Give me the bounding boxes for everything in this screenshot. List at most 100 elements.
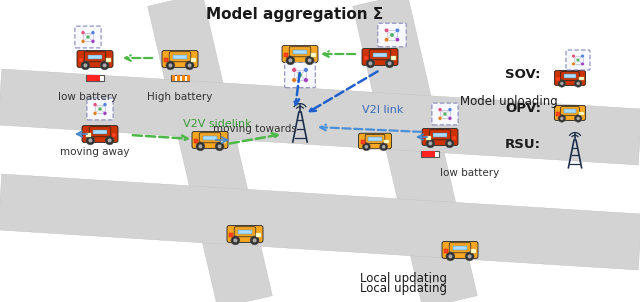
- Circle shape: [577, 117, 580, 120]
- Text: Local updating: Local updating: [360, 282, 447, 295]
- Bar: [368, 137, 381, 141]
- Circle shape: [438, 108, 442, 112]
- Circle shape: [196, 142, 205, 151]
- Circle shape: [560, 82, 564, 85]
- Bar: [452, 137, 456, 140]
- Bar: [237, 230, 252, 234]
- Circle shape: [289, 58, 292, 63]
- Bar: [256, 233, 261, 236]
- FancyBboxPatch shape: [554, 106, 586, 120]
- Circle shape: [81, 61, 90, 70]
- Bar: [191, 58, 196, 62]
- FancyBboxPatch shape: [82, 126, 118, 143]
- FancyBboxPatch shape: [169, 52, 191, 62]
- Circle shape: [574, 80, 582, 87]
- Circle shape: [88, 138, 92, 143]
- Text: Local updating: Local updating: [360, 272, 447, 285]
- Bar: [391, 56, 396, 59]
- Circle shape: [558, 80, 566, 87]
- Circle shape: [253, 238, 257, 243]
- Circle shape: [580, 54, 584, 58]
- Circle shape: [390, 33, 394, 37]
- FancyBboxPatch shape: [282, 46, 318, 63]
- Circle shape: [448, 116, 452, 120]
- Circle shape: [81, 39, 85, 43]
- Bar: [422, 151, 435, 156]
- Circle shape: [86, 136, 95, 145]
- Circle shape: [188, 63, 191, 67]
- Text: low battery: low battery: [58, 92, 118, 102]
- Bar: [87, 76, 100, 81]
- Circle shape: [574, 115, 582, 122]
- Bar: [106, 58, 111, 62]
- Circle shape: [98, 107, 102, 111]
- Circle shape: [388, 61, 392, 66]
- Circle shape: [445, 139, 454, 148]
- Circle shape: [362, 143, 371, 151]
- Bar: [173, 55, 188, 59]
- Text: SOV:: SOV:: [505, 68, 541, 81]
- FancyBboxPatch shape: [554, 71, 586, 85]
- Text: moving towards: moving towards: [213, 124, 297, 134]
- Circle shape: [560, 117, 564, 120]
- FancyBboxPatch shape: [561, 72, 579, 81]
- Bar: [86, 75, 104, 81]
- Circle shape: [105, 136, 114, 145]
- Circle shape: [86, 35, 90, 39]
- FancyBboxPatch shape: [75, 26, 101, 48]
- FancyBboxPatch shape: [77, 51, 113, 67]
- FancyBboxPatch shape: [84, 52, 106, 62]
- Circle shape: [93, 103, 97, 107]
- Bar: [452, 246, 467, 250]
- Bar: [372, 53, 387, 57]
- Circle shape: [215, 142, 224, 151]
- Circle shape: [366, 59, 375, 68]
- Circle shape: [577, 82, 580, 85]
- Bar: [88, 55, 102, 59]
- Circle shape: [286, 56, 295, 65]
- Bar: [444, 249, 448, 253]
- Circle shape: [91, 31, 95, 35]
- FancyBboxPatch shape: [566, 50, 590, 70]
- FancyBboxPatch shape: [192, 132, 228, 148]
- FancyBboxPatch shape: [289, 47, 311, 57]
- Circle shape: [572, 62, 575, 66]
- Text: RSU:: RSU:: [505, 137, 541, 150]
- Polygon shape: [148, 0, 272, 302]
- FancyBboxPatch shape: [369, 50, 391, 60]
- FancyBboxPatch shape: [358, 133, 392, 149]
- Bar: [93, 130, 108, 134]
- FancyBboxPatch shape: [422, 129, 458, 145]
- Bar: [187, 76, 190, 81]
- Bar: [104, 76, 105, 80]
- Bar: [284, 53, 288, 57]
- Circle shape: [83, 63, 88, 67]
- Circle shape: [396, 28, 399, 33]
- Bar: [172, 75, 189, 81]
- Text: moving away: moving away: [60, 147, 130, 157]
- Circle shape: [103, 111, 107, 115]
- Bar: [86, 133, 91, 137]
- Bar: [471, 249, 476, 252]
- FancyBboxPatch shape: [449, 243, 471, 253]
- Bar: [579, 112, 584, 115]
- Circle shape: [396, 37, 399, 42]
- Circle shape: [580, 62, 584, 66]
- Bar: [221, 139, 226, 143]
- Circle shape: [102, 63, 107, 67]
- FancyBboxPatch shape: [199, 133, 221, 143]
- FancyBboxPatch shape: [432, 103, 458, 125]
- Bar: [421, 151, 439, 157]
- Text: High battery: High battery: [147, 92, 212, 102]
- Circle shape: [558, 115, 566, 122]
- Bar: [439, 153, 440, 156]
- Text: OPV:: OPV:: [505, 102, 541, 115]
- Circle shape: [443, 112, 447, 116]
- Circle shape: [303, 68, 308, 72]
- Text: V2I link: V2I link: [362, 105, 403, 115]
- Circle shape: [108, 138, 111, 143]
- FancyBboxPatch shape: [378, 23, 406, 47]
- FancyBboxPatch shape: [89, 127, 111, 137]
- Bar: [229, 233, 233, 237]
- Bar: [292, 50, 307, 54]
